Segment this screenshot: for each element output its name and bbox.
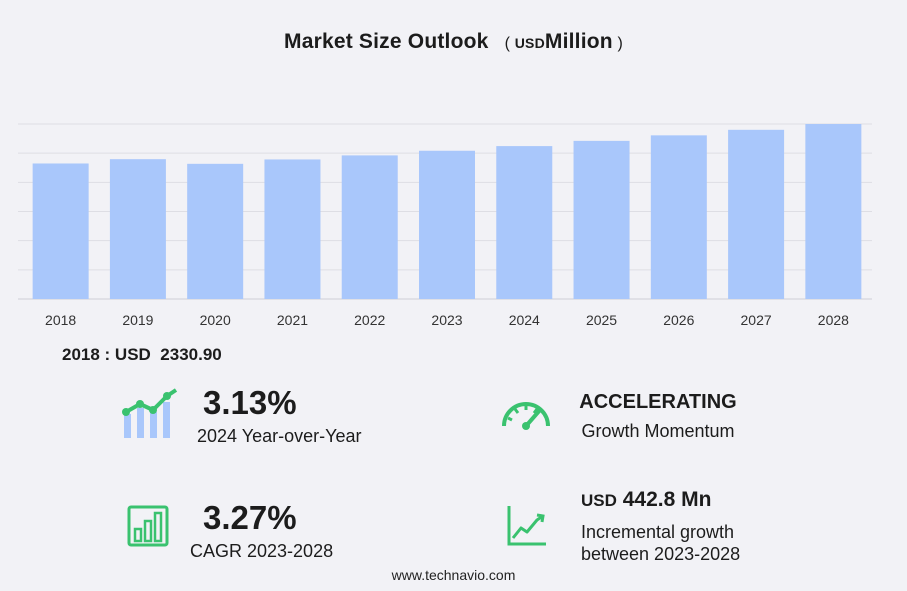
footer-url: www.technavio.com — [391, 567, 516, 583]
momentum-title: ACCELERATING — [579, 391, 737, 413]
bar-2020 — [187, 163, 244, 299]
bar-2027 — [728, 129, 785, 299]
bar-2024 — [496, 146, 553, 299]
bar-2025 — [573, 140, 630, 299]
x-tick-label: 2024 — [509, 312, 540, 328]
momentum-label: Growth Momentum — [581, 421, 735, 441]
bar-chart: 2018 2019 2020 2021 2022 2023 2024 2025 2026 2027… — [18, 123, 872, 328]
x-tick-label: 2027 — [741, 312, 772, 328]
base-year-amount: 2330.90 — [160, 345, 222, 364]
bar-2018 — [32, 163, 89, 299]
cagr-stat: 3.27% CAGR 2023-2028 — [190, 499, 333, 562]
chart-title: Market Size Outlook ( USDMillion ) — [0, 30, 907, 54]
bar-2021 — [264, 159, 321, 299]
bar-2022 — [341, 155, 398, 299]
speedometer-icon — [502, 402, 550, 430]
x-tick-label: 2023 — [431, 312, 462, 328]
yoy-stat: 3.13% 2024 Year-over-Year — [197, 384, 361, 447]
unit-scale: Million — [544, 30, 613, 53]
incremental-stat: USD 442.8 Mn Incremental growth between … — [581, 488, 740, 565]
growth-chart-icon — [122, 388, 178, 438]
x-tick-label: 2022 — [354, 312, 385, 328]
unit-currency: USD — [514, 35, 545, 51]
base-year-label: 2018 : USD — [62, 345, 151, 364]
momentum-stat: ACCELERATING Growth Momentum — [568, 390, 748, 442]
incremental-currency: USD — [581, 491, 617, 510]
x-tick-label: 2025 — [586, 312, 617, 328]
cagr-value: 3.27% — [203, 499, 297, 536]
bar-chart-icon — [127, 505, 169, 547]
x-tick-label: 2020 — [200, 312, 231, 328]
incremental-value: 442.8 Mn — [622, 488, 712, 511]
base-year-value: 2018 : USD 2330.90 — [62, 345, 222, 365]
x-tick-label: 2021 — [277, 312, 308, 328]
bar-2026 — [650, 135, 707, 299]
bar-2023 — [419, 150, 475, 299]
incremental-value-line: USD 442.8 Mn — [581, 488, 740, 513]
cagr-label: CAGR 2023-2028 — [190, 541, 334, 561]
x-tick-label: 2028 — [818, 312, 849, 328]
bar-2028 — [805, 124, 862, 299]
title-unit: ( USDMillion ) — [504, 30, 623, 53]
incremental-label-2: between 2023-2028 — [581, 544, 741, 564]
bar-2019 — [109, 159, 166, 299]
x-tick-label: 2018 — [45, 312, 76, 328]
yoy-value: 3.13% — [203, 384, 297, 421]
title-text: Market Size Outlook — [284, 30, 489, 53]
incremental-label-1: Incremental growth — [581, 522, 735, 542]
yoy-label: 2024 Year-over-Year — [197, 426, 362, 446]
trend-line-icon — [507, 506, 546, 546]
x-tick-label: 2019 — [122, 312, 153, 328]
x-tick-label: 2026 — [663, 312, 694, 328]
